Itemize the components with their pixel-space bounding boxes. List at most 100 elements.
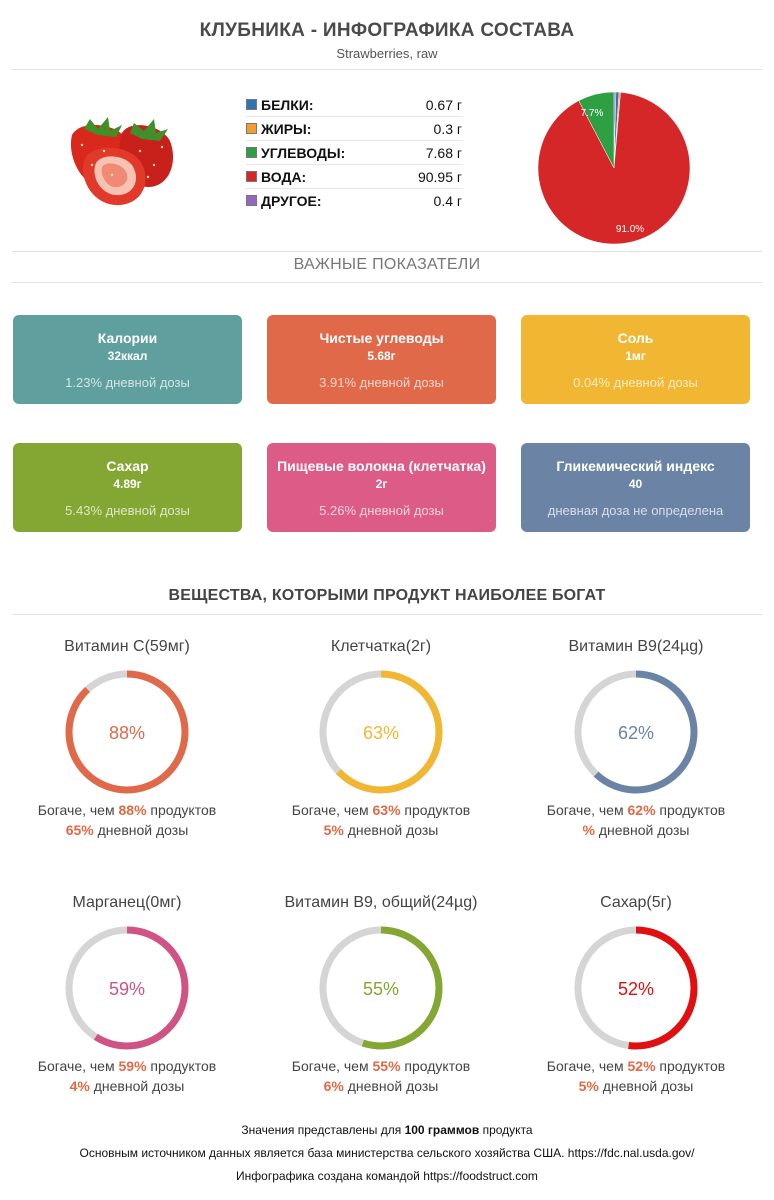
ring-title: Витамин B9, общий(24µg): [284, 894, 478, 911]
daily-value: 5%: [323, 822, 344, 838]
richer-prefix: Богаче, чем: [291, 1058, 369, 1074]
footer-credit: Инфографика создана командой https://foo…: [236, 1169, 538, 1183]
card-daily: 5.26% дневной дозы: [319, 503, 444, 518]
macro-name: ЖИРЫ:: [261, 120, 312, 137]
strawberry-image: [70, 117, 174, 206]
card-daily: 1.23% дневной дозы: [65, 375, 190, 390]
divider: [12, 614, 762, 615]
card-title: Гликемический индекс: [556, 458, 715, 474]
footer-text: продукта: [482, 1123, 533, 1137]
daily-suffix: дневной дозы: [347, 1078, 439, 1094]
ring-progress-arc: [574, 670, 698, 794]
progress-ring: 59%: [65, 926, 189, 1050]
card-title: Пищевые волокна (клетчатка): [277, 458, 486, 474]
pie-label-water: 91.0%: [616, 224, 644, 235]
card-title: Соль: [617, 330, 654, 346]
card-value: 32ккал: [107, 349, 148, 363]
macro-name: ВОДА:: [261, 168, 307, 185]
macro-row-other: ДРУГОЕ: 0.4 г: [246, 189, 462, 212]
ring-progress-arc: [574, 926, 698, 1050]
card-fiber: Пищевые волокна (клетчатка) 2г 5.26% дне…: [267, 443, 496, 532]
divider: [12, 282, 762, 283]
divider: [12, 251, 762, 252]
daily-suffix: дневной дозы: [598, 822, 690, 838]
card-net-carbs: Чистые углеводы 5.68г 3.91% дневной дозы: [267, 315, 496, 404]
ring-percent: 55%: [363, 979, 399, 999]
richer-suffix: продуктов: [404, 1058, 471, 1074]
richer-suffix: продуктов: [150, 802, 217, 818]
divider: [12, 69, 762, 70]
rich-substances-title: ВЕЩЕСТВА, КОТОРЫМИ ПРОДУКТ НАИБОЛЕЕ БОГА…: [168, 587, 606, 604]
ring-title: Марганец(0мг): [72, 894, 182, 911]
ring-percent: 59%: [109, 979, 145, 999]
macro-name: БЕЛКИ:: [261, 96, 314, 113]
card-title: Калории: [97, 330, 158, 346]
key-indicators-title: ВАЖНЫЕ ПОКАЗАТЕЛИ: [293, 256, 481, 273]
macro-name: УГЛЕВОДЫ:: [261, 144, 346, 161]
daily-suffix: дневной дозы: [602, 1078, 694, 1094]
richer-value: 88%: [118, 802, 147, 818]
richer-suffix: продуктов: [659, 802, 726, 818]
richer-value: 63%: [372, 802, 401, 818]
macro-value: 90.95 г: [417, 168, 462, 185]
composition-pie-chart: 7.7% 91.0%: [537, 91, 691, 245]
card-glycemic-index: Гликемический индекс 40 дневная доза не …: [521, 443, 750, 532]
richer-suffix: продуктов: [404, 802, 471, 818]
richer-prefix: Богаче, чем: [546, 802, 624, 818]
other-swatch: [246, 195, 257, 206]
card-title: Чистые углеводы: [319, 330, 444, 346]
page-subtitle: Strawberries, raw: [336, 46, 438, 61]
richer-than-text: Богаче, чем 55% продуктов: [266, 1058, 496, 1074]
macro-name: ДРУГОЕ:: [261, 192, 322, 209]
richer-than-text: Богаче, чем 52% продуктов: [521, 1058, 751, 1074]
ring-title: Сахар(5г): [600, 894, 672, 911]
card-daily: 0.04% дневной дозы: [573, 375, 698, 390]
card-title: Сахар: [106, 458, 149, 474]
progress-ring: 62%: [574, 670, 698, 794]
daily-suffix: дневной дозы: [93, 1078, 185, 1094]
progress-ring: 63%: [319, 670, 443, 794]
water-swatch: [246, 171, 257, 182]
daily-dose-text: % дневной дозы: [521, 822, 751, 838]
card-calories: Калории 32ккал 1.23% дневной дозы: [13, 315, 242, 404]
card-value: 5.68г: [367, 349, 396, 363]
card-value: 40: [628, 477, 643, 491]
ring-percent: 52%: [618, 979, 654, 999]
macro-row-fat: ЖИРЫ: 0.3 г: [246, 117, 462, 141]
richer-value: 52%: [627, 1058, 656, 1074]
daily-value: %: [582, 822, 595, 838]
progress-ring: 55%: [319, 926, 443, 1050]
card-daily: 5.43% дневной дозы: [65, 503, 190, 518]
macro-value: 0.3 г: [433, 120, 462, 137]
macros-table: БЕЛКИ: 0.67 г ЖИРЫ: 0.3 г УГЛЕВОДЫ: 7.68…: [246, 93, 462, 212]
richer-suffix: продуктов: [659, 1058, 726, 1074]
card-value: 2г: [375, 477, 388, 491]
nutrient-ring-vitamin-b9-total: Витамин B9, общий(24µg) 55% Богаче, чем …: [266, 894, 496, 1094]
nutrient-ring-fiber: Клетчатка(2г) 63% Богаче, чем 63% продук…: [266, 638, 496, 838]
card-sugar: Сахар 4.89г 5.43% дневной дозы: [13, 443, 242, 532]
macro-value: 0.4 г: [433, 192, 462, 209]
daily-dose-text: 5% дневной дозы: [521, 1078, 751, 1094]
nutrient-ring-vitamin-c: Витамин C(59мг) 88% Богаче, чем 88% прод…: [12, 638, 242, 838]
nutrient-ring-manganese: Марганец(0мг) 59% Богаче, чем 59% продук…: [12, 894, 242, 1094]
macro-value: 7.68 г: [425, 144, 462, 161]
richer-value: 55%: [372, 1058, 401, 1074]
richer-than-text: Богаче, чем 88% продуктов: [12, 802, 242, 818]
richer-than-text: Богаче, чем 59% продуктов: [12, 1058, 242, 1074]
footer-source: Основным источником данных является база…: [79, 1146, 695, 1160]
ring-title: Клетчатка(2г): [330, 638, 432, 655]
daily-value: 4%: [69, 1078, 90, 1094]
pie-slice-carbs: [578, 91, 615, 169]
card-daily: дневная доза не определена: [547, 503, 724, 518]
daily-dose-text: 6% дневной дозы: [266, 1078, 496, 1094]
ring-percent: 62%: [618, 723, 654, 743]
ring-percent: 88%: [109, 723, 145, 743]
ring-title: Витамин B9(24µg): [568, 638, 704, 655]
richer-than-text: Богаче, чем 63% продуктов: [266, 802, 496, 818]
daily-dose-text: 4% дневной дозы: [12, 1078, 242, 1094]
richer-value: 59%: [118, 1058, 147, 1074]
richer-prefix: Богаче, чем: [546, 1058, 624, 1074]
daily-suffix: дневной дозы: [97, 822, 189, 838]
pie-slice-water: [537, 92, 691, 245]
daily-dose-text: 65% дневной дозы: [12, 822, 242, 838]
